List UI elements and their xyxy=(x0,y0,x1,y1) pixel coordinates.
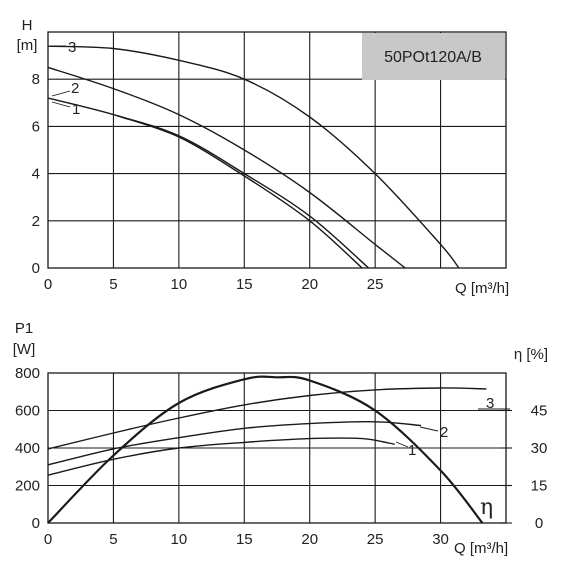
power-x-tick-label: 5 xyxy=(109,531,117,548)
model-box xyxy=(362,33,505,80)
eta-ylabel: η [%] xyxy=(514,346,548,363)
head-curve-1 xyxy=(47,97,370,269)
head-x-tick-label: 20 xyxy=(301,276,318,293)
head-x-tick-label: 15 xyxy=(236,276,253,293)
head-curve-3 xyxy=(47,45,460,269)
power-y-tick-label: 0 xyxy=(32,515,40,532)
head-curve-label-2: 2 xyxy=(71,80,79,97)
power-y-ticks: 0 200 400 600 800 xyxy=(15,365,40,532)
head-ylabel-line-2: [m] xyxy=(17,37,38,54)
power-curves xyxy=(47,375,487,524)
power-ylabel-line-2: [W] xyxy=(13,341,36,358)
head-ylabel-line-1: H xyxy=(22,17,33,34)
eta-y-ticks: 0 15 30 45 xyxy=(500,403,548,532)
power-x-tick-label: 0 xyxy=(44,531,52,548)
power-ylabel-line-1: P1 xyxy=(15,320,33,337)
power-x-tick-label: 30 xyxy=(432,531,449,548)
power-curve-label-2: 2 xyxy=(440,424,448,441)
head-y-tick-label: 2 xyxy=(32,213,40,230)
power-xlabel: Q [m³/h] xyxy=(454,540,508,557)
head-y-tick-label: 8 xyxy=(32,71,40,88)
head-plot-frame xyxy=(47,31,507,269)
eta-y-tick-label: 15 xyxy=(531,478,548,495)
head-y-tick-label: 4 xyxy=(32,166,40,183)
eta-y-tick-label: 45 xyxy=(531,403,548,420)
power-chart: 0 5 10 15 20 25 30 0 200 400 600 800 0 15 30 45 P1 [W… xyxy=(13,320,548,557)
eta-y-tick-label: 0 xyxy=(535,515,543,532)
eta-y-tick-label: 30 xyxy=(531,440,548,457)
power-x-ticks: 0 5 10 15 20 25 30 xyxy=(44,531,449,548)
power-curve-2 xyxy=(47,421,421,466)
head-x-tick-label: 5 xyxy=(109,276,117,293)
power-y-tick-label: 400 xyxy=(15,440,40,457)
head-y-tick-label: 0 xyxy=(32,260,40,277)
p1-curve-1-leader xyxy=(395,441,409,448)
head-x-tick-label: 0 xyxy=(44,276,52,293)
power-x-tick-label: 25 xyxy=(367,531,384,548)
head-curve-trim xyxy=(117,115,363,269)
head-curve-label-1: 1 xyxy=(72,101,80,118)
head-curve-2 xyxy=(47,66,406,269)
power-curve-labels: 3 2 1 η xyxy=(395,395,510,520)
power-curve-label-3: 3 xyxy=(486,395,494,412)
head-curve-labels: 3 2 1 xyxy=(51,39,80,118)
curve-2-leader xyxy=(51,90,71,97)
power-curve-eta xyxy=(47,375,484,524)
power-y-tick-label: 200 xyxy=(15,478,40,495)
power-y-tick-label: 600 xyxy=(15,403,40,420)
head-xlabel: Q [m³/h] xyxy=(455,280,509,297)
power-y-tick-label: 800 xyxy=(15,365,40,382)
head-x-tick-label: 25 xyxy=(367,276,384,293)
head-x-ticks: 0 5 10 15 20 25 xyxy=(44,276,384,293)
power-x-tick-label: 15 xyxy=(236,531,253,548)
power-curve-1 xyxy=(47,437,395,476)
head-x-tick-label: 10 xyxy=(171,276,188,293)
curve-1-leader xyxy=(51,101,71,108)
head-curve-label-3: 3 xyxy=(68,39,76,56)
eta-curve-label: η xyxy=(480,495,493,520)
head-curves xyxy=(47,45,460,269)
power-curve-label-1: 1 xyxy=(408,442,416,459)
power-x-tick-label: 20 xyxy=(301,531,318,548)
power-curve-3 xyxy=(47,387,487,450)
p1-curve-2-leader xyxy=(419,426,439,432)
head-y-ticks: 0 2 4 6 8 xyxy=(32,71,40,277)
head-y-tick-label: 6 xyxy=(32,118,40,135)
model-label: 50POt120A/B xyxy=(384,49,482,66)
power-x-tick-label: 10 xyxy=(171,531,188,548)
head-chart: 0 5 10 15 20 25 0 2 4 6 8 H [m] Q [m³/h] 50POt120… xyxy=(17,17,510,297)
